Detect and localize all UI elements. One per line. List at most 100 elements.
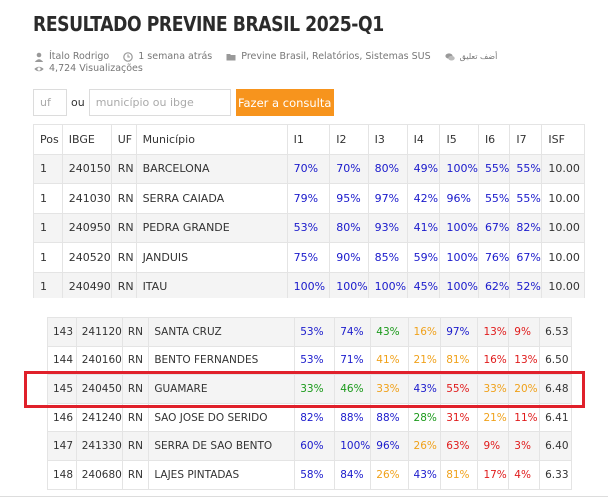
- table-cell: 10.00: [541, 153, 585, 184]
- table-cell: 100%: [367, 271, 408, 302]
- table-cell: 43%: [407, 374, 442, 404]
- categories-text[interactable]: Previne Brasil, Relatórios, Sistemas SUS: [241, 51, 431, 62]
- table-row: 143 241120 RN SANTA CRUZ 53% 74% 43% 16% 97% 13% 9…: [47, 317, 572, 347]
- author-meta[interactable]: Ítalo Rodrigo: [34, 51, 109, 62]
- table-cell: 26%: [370, 459, 409, 490]
- table-cell: 67%: [477, 212, 511, 243]
- table-cell: RN: [110, 183, 137, 214]
- table-cell: SERRA CAIADA: [135, 183, 288, 214]
- table-cell: 81%: [440, 459, 479, 490]
- table-cell: 46%: [334, 374, 372, 404]
- table-cell: 53%: [294, 345, 336, 376]
- table-cell: 55%: [440, 374, 479, 404]
- table-cell: 74%: [334, 317, 372, 347]
- table-cell: 53%: [286, 212, 331, 243]
- table-row: 1 240150 RN BARCELONA 70% 70% 80% 49% 100% 55% 55%…: [33, 153, 585, 184]
- table-cell: 240520: [61, 242, 112, 273]
- table-cell: PEDRA GRANDE: [135, 212, 288, 243]
- table-row: 1 240490 RN ITAU 100% 100% 100% 45% 100% 62% 52% 10…: [33, 271, 585, 302]
- table-cell: 67%: [509, 242, 543, 273]
- table-cell: 41%: [370, 345, 409, 376]
- comment-meta[interactable]: أضف تعليق: [445, 52, 498, 62]
- table-cell: 241240: [75, 402, 123, 433]
- table-cell: 42%: [406, 183, 441, 214]
- table-cell: 6.50: [539, 345, 572, 376]
- table-cell: JANDUIS: [135, 242, 288, 273]
- table-cell: 6.33: [539, 459, 572, 490]
- ranking-table-bottom: 143 241120 RN SANTA CRUZ 53% 74% 43% 16% 97% 13% 9…: [47, 317, 572, 490]
- table-cell: RN: [110, 153, 137, 184]
- table-cell: 33%: [370, 374, 409, 404]
- table-cell: 88%: [334, 402, 372, 433]
- table-cell: 1: [33, 183, 63, 214]
- table-cell: 43%: [370, 317, 409, 347]
- ranking-table-top: Pos IBGE UF Município I1 I2 I3 I4 I5 I6 I7 ISF 1 240…: [33, 124, 585, 302]
- table-row: 1 240950 RN PEDRA GRANDE 53% 80% 93% 41% 100% 67%…: [33, 212, 585, 243]
- table-cell: 80%: [329, 212, 369, 243]
- author-name[interactable]: Ítalo Rodrigo: [49, 51, 110, 62]
- table-cell: 11%: [508, 402, 541, 433]
- table-cell: 100%: [334, 431, 372, 461]
- column-header: UF: [110, 124, 137, 155]
- table-cell: 9%: [508, 317, 541, 347]
- table-cell: 240950: [61, 212, 112, 243]
- table-cell: RN: [121, 374, 150, 404]
- table-cell: 33%: [294, 374, 336, 404]
- table-cell: ITAU: [135, 271, 288, 302]
- column-header: I3: [367, 124, 408, 155]
- table-cell: 100%: [286, 271, 331, 302]
- table-cell: 75%: [286, 242, 331, 273]
- table-cell: 241120: [75, 317, 123, 347]
- comments-icon: [445, 52, 455, 62]
- table-cell: 240450: [75, 374, 123, 404]
- comment-link[interactable]: أضف تعليق: [459, 52, 498, 61]
- table-cell: 55%: [509, 183, 543, 214]
- table-cell: 20%: [508, 374, 541, 404]
- table-cell: 6.41: [539, 402, 572, 433]
- table-cell: 49%: [406, 153, 441, 184]
- table-cell: BENTO FERNANDES: [148, 345, 296, 376]
- table-cell: 43%: [407, 459, 442, 490]
- table-cell: 240490: [61, 271, 112, 302]
- table-cell: 10.00: [541, 242, 585, 273]
- table-cell: 71%: [334, 345, 372, 376]
- table-cell: 3%: [508, 431, 541, 461]
- table-cell: 13%: [477, 317, 510, 347]
- table-cell: 21%: [407, 345, 442, 376]
- table-cell: 100%: [439, 153, 479, 184]
- column-header: I2: [329, 124, 369, 155]
- table-cell: RN: [121, 402, 150, 433]
- table-cell: 80%: [367, 153, 408, 184]
- table-cell: 53%: [294, 317, 336, 347]
- search-form: ou Fazer a consulta: [33, 89, 334, 116]
- table-cell: 82%: [294, 402, 336, 433]
- table-cell: 81%: [440, 345, 479, 376]
- table-cell: 100%: [439, 271, 479, 302]
- table-cell: BARCELONA: [135, 153, 288, 184]
- clock-icon: [123, 51, 134, 62]
- table-cell: 97%: [367, 183, 408, 214]
- table-cell: 143: [47, 317, 77, 347]
- table-cell: 41%: [406, 212, 441, 243]
- submit-query-button[interactable]: Fazer a consulta: [235, 89, 334, 116]
- table-cell: 145: [47, 374, 77, 404]
- categories-meta[interactable]: Previne Brasil, Relatórios, Sistemas SUS: [226, 51, 431, 62]
- table-cell: 62%: [477, 271, 511, 302]
- table-cell: 1: [33, 271, 63, 302]
- table-cell: GUAMARE: [148, 374, 296, 404]
- table-cell: 28%: [407, 402, 442, 433]
- table-cell: 84%: [334, 459, 372, 490]
- table-cell: 82%: [509, 212, 543, 243]
- table-cell: RN: [121, 431, 150, 461]
- views-meta: 4,724 Visualizações: [34, 63, 143, 74]
- table-cell: RN: [110, 271, 137, 302]
- table-cell: 9%: [477, 431, 510, 461]
- table-cell: 148: [47, 459, 77, 490]
- municipio-input[interactable]: [88, 89, 231, 116]
- table-cell: 59%: [406, 242, 441, 273]
- table-cell: 96%: [370, 431, 409, 461]
- uf-input[interactable]: [33, 89, 67, 116]
- table-cell: 13%: [508, 345, 541, 376]
- column-header: I6: [477, 124, 511, 155]
- time-meta: 1 semana atrás: [123, 51, 212, 62]
